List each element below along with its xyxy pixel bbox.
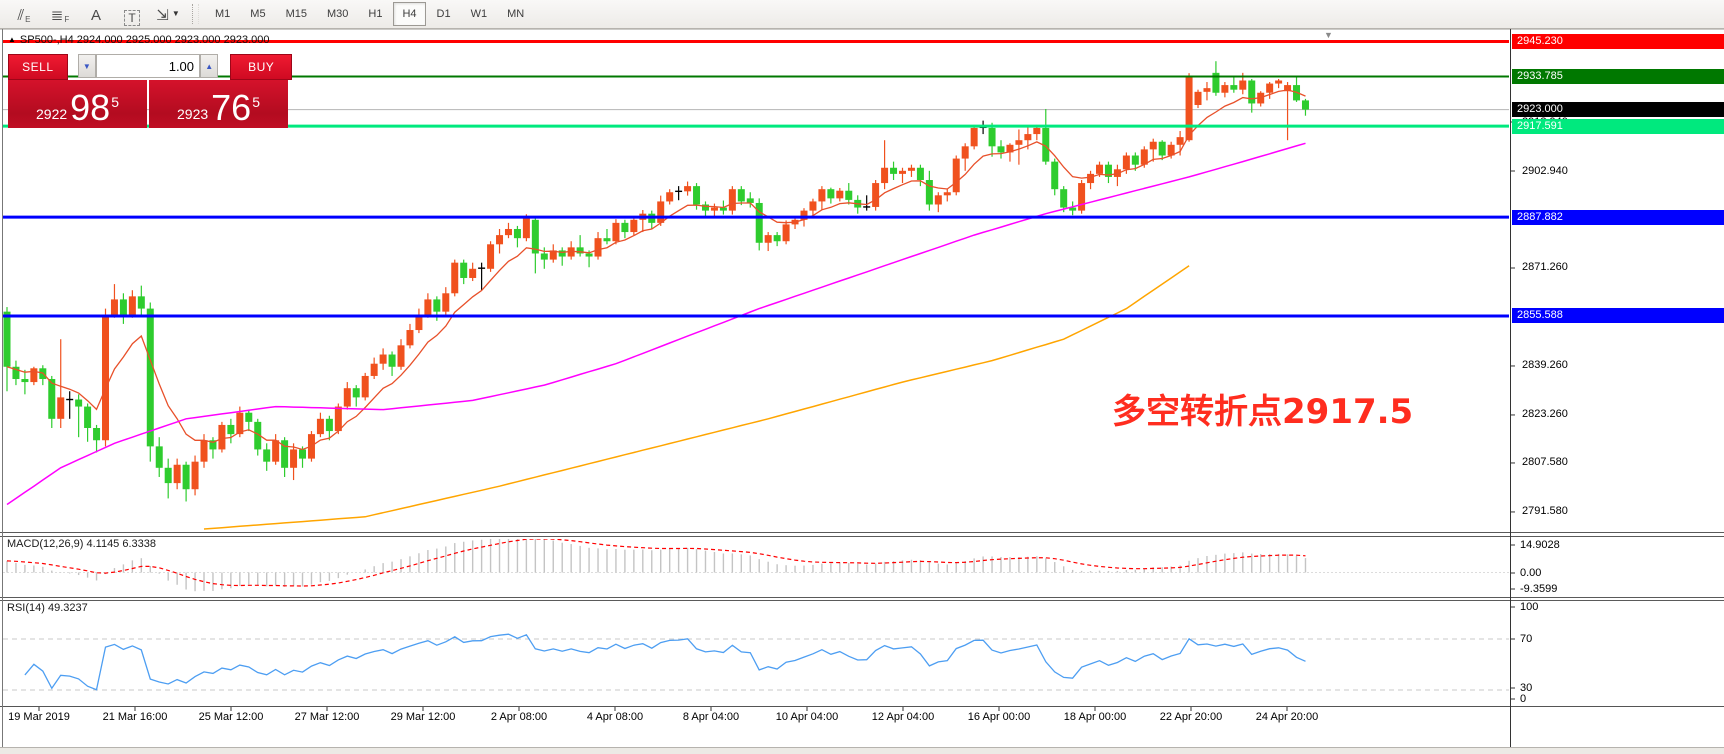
- buy-price-tile[interactable]: 2923 76 5: [149, 80, 288, 128]
- sell-button[interactable]: SELL: [8, 54, 68, 80]
- symbol-info: ▲ SP500-,H4 2924.000 2925.000 2923.000 29…: [8, 34, 269, 46]
- timeframe-button-d1[interactable]: D1: [436, 8, 451, 20]
- price-axis-level-label: 2917.591: [1512, 118, 1724, 134]
- macd-axis-label: -9.3599: [1520, 582, 1558, 595]
- macd-axis-label: 0.00: [1520, 566, 1542, 579]
- macd-panel: [3, 539, 1509, 592]
- time-axis-label: 16 Apr 00:00: [967, 711, 1031, 723]
- timeframe-button-h4[interactable]: H4: [393, 2, 426, 26]
- axis-ticks: [38, 121, 1515, 711]
- price-axis-level-label: 2923.000: [1512, 102, 1724, 118]
- buy-price-small: 2923: [177, 106, 209, 122]
- macd-title: MACD(12,26,9) 4.1145 6.3338: [7, 538, 156, 550]
- timeframe-button-mn[interactable]: MN: [507, 8, 525, 20]
- time-axis-label: 2 Apr 08:00: [490, 711, 548, 723]
- sell-price-tile[interactable]: 2922 98 5: [8, 80, 147, 128]
- time-axis-label: 27 Mar 12:00: [294, 711, 360, 723]
- time-axis-label: 25 Mar 12:00: [198, 711, 264, 723]
- buy-price-sup: 5: [252, 94, 260, 110]
- timeframe-button-h1[interactable]: H1: [368, 8, 383, 20]
- equidistant-channel-tool-icon[interactable]: ⫽ E: [17, 7, 31, 24]
- timeframe-button-m1[interactable]: M1: [215, 8, 231, 20]
- buy-button[interactable]: BUY: [230, 54, 292, 80]
- time-axis-label: 10 Apr 04:00: [775, 711, 839, 723]
- text-tool-icon[interactable]: A: [90, 7, 101, 24]
- candles: [3, 61, 1309, 502]
- ma-slow-line: [203, 265, 1190, 530]
- price-axis-tick-label: 2823.260: [1522, 408, 1568, 421]
- price-axis-level-label: 2933.785: [1512, 69, 1724, 85]
- rsi-axis-label: 30: [1520, 681, 1533, 694]
- time-axis-label: 8 Apr 04:00: [682, 711, 740, 723]
- volume-increase-button[interactable]: ▲: [200, 54, 219, 78]
- time-axis-label: 4 Apr 08:00: [586, 711, 644, 723]
- rsi-axis-label: 70: [1520, 632, 1533, 645]
- rsi-panel: [3, 633, 1509, 691]
- price-axis-tick-label: 2902.940: [1522, 164, 1568, 177]
- volume-input[interactable]: [96, 54, 201, 78]
- chart-annotation-text: 多空转折点2917.5: [1112, 392, 1414, 432]
- price-axis-tick-label: 2839.260: [1522, 359, 1568, 372]
- rsi-line: [24, 633, 1306, 691]
- chart-shift-marker-icon[interactable]: ▼: [1324, 30, 1333, 40]
- rsi-axis-label: 100: [1520, 600, 1539, 613]
- price-axis-level-label: 2887.882: [1512, 209, 1724, 225]
- price-axis-level-label: 2945.230: [1512, 34, 1724, 50]
- price-axis-level-label: 2855.588: [1512, 308, 1724, 324]
- sell-price-sup: 5: [111, 94, 119, 110]
- rsi-axis-label: 0: [1520, 692, 1527, 705]
- timeframe-button-m30[interactable]: M30: [326, 8, 349, 20]
- timeframe-button-m5[interactable]: M5: [250, 8, 266, 20]
- chart-frame: [0, 28, 1724, 754]
- symbol-direction-icon: ▲: [8, 35, 16, 44]
- price-axis-tick-label: 2807.580: [1522, 456, 1568, 469]
- time-axis-label: 24 Apr 20:00: [1255, 711, 1319, 723]
- buy-price-big: 76: [211, 87, 252, 128]
- macd-axis-label: 14.9028: [1520, 538, 1560, 551]
- time-axis-label: 19 Mar 2019: [8, 711, 70, 723]
- price-axis-tick-label: 2791.580: [1522, 505, 1568, 518]
- symbol-ohlc-text: SP500-,H4 2924.000 2925.000 2923.000 292…: [19, 34, 270, 46]
- sell-price-small: 2922: [36, 106, 68, 122]
- volume-decrease-button[interactable]: ▼: [77, 54, 97, 78]
- ma-fast-line: [6, 89, 1306, 451]
- ma-mid-line: [6, 142, 1306, 506]
- time-axis-label: 21 Mar 16:00: [102, 711, 168, 723]
- timeframe-button-m15[interactable]: M15: [285, 8, 307, 20]
- rsi-title: RSI(14) 49.3237: [7, 602, 88, 614]
- arrows-tool-icon[interactable]: ⇲ ▼: [156, 7, 180, 24]
- timeframe-button-w1[interactable]: W1: [470, 8, 488, 20]
- sell-price-big: 98: [70, 87, 111, 128]
- price-axis-tick-label: 2871.260: [1522, 261, 1568, 274]
- time-axis-label: 22 Apr 20:00: [1159, 711, 1223, 723]
- text-label-tool-icon[interactable]: T: [115, 2, 149, 26]
- toolbar: ⫽ E ≣ F A T ⇲ ▼ M1 M5 M15 M30 H1 H4 D1 W1 MN: [0, 0, 1724, 29]
- fibonacci-tool-icon[interactable]: ≣ F: [50, 7, 70, 24]
- toolbar-separator: [192, 4, 199, 24]
- time-axis-label: 12 Apr 04:00: [871, 711, 935, 723]
- time-axis-label: 18 Apr 00:00: [1063, 711, 1127, 723]
- macd-signal-line: [6, 539, 1306, 587]
- time-axis-label: 29 Mar 12:00: [390, 711, 456, 723]
